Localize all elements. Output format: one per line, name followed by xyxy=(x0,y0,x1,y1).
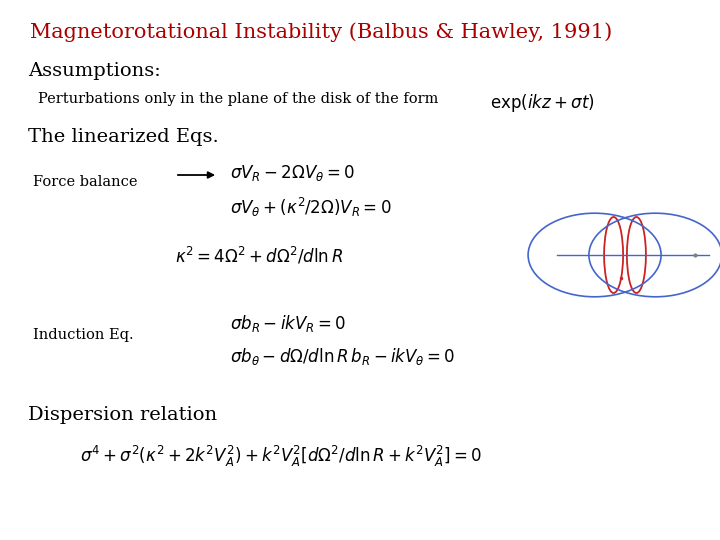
Text: $\sigma b_R - ik V_R = 0$: $\sigma b_R - ik V_R = 0$ xyxy=(230,313,346,334)
Text: Assumptions:: Assumptions: xyxy=(28,62,161,80)
Text: Magnetorotational Instability (Balbus & Hawley, 1991): Magnetorotational Instability (Balbus & … xyxy=(30,22,612,42)
Text: $\sigma b_\theta - d\Omega / d \ln R \, b_R - ik V_\theta = 0$: $\sigma b_\theta - d\Omega / d \ln R \, … xyxy=(230,346,455,367)
Text: $\kappa^2 = 4\Omega^2 + d\Omega^2 / d \ln R$: $\kappa^2 = 4\Omega^2 + d\Omega^2 / d \l… xyxy=(175,245,343,266)
Text: Induction Eq.: Induction Eq. xyxy=(33,328,134,342)
Text: The linearized Eqs.: The linearized Eqs. xyxy=(28,128,219,146)
Text: Dispersion relation: Dispersion relation xyxy=(28,406,217,424)
Text: $\exp(ikz + \sigma t)$: $\exp(ikz + \sigma t)$ xyxy=(490,92,595,114)
Text: $\sigma V_\theta + (\kappa^2 / 2\Omega) V_R = 0$: $\sigma V_\theta + (\kappa^2 / 2\Omega) … xyxy=(230,196,392,219)
Text: $\sigma V_R - 2\Omega V_\theta = 0$: $\sigma V_R - 2\Omega V_\theta = 0$ xyxy=(230,163,355,183)
Text: Perturbations only in the plane of the disk of the form: Perturbations only in the plane of the d… xyxy=(38,92,438,106)
Text: $\sigma^4 + \sigma^2(\kappa^2 + 2k^2 V_A^2) + k^2 V_A^2[d\Omega^2 / d \ln R + k^: $\sigma^4 + \sigma^2(\kappa^2 + 2k^2 V_A… xyxy=(80,444,482,469)
Text: Force balance: Force balance xyxy=(33,175,138,189)
